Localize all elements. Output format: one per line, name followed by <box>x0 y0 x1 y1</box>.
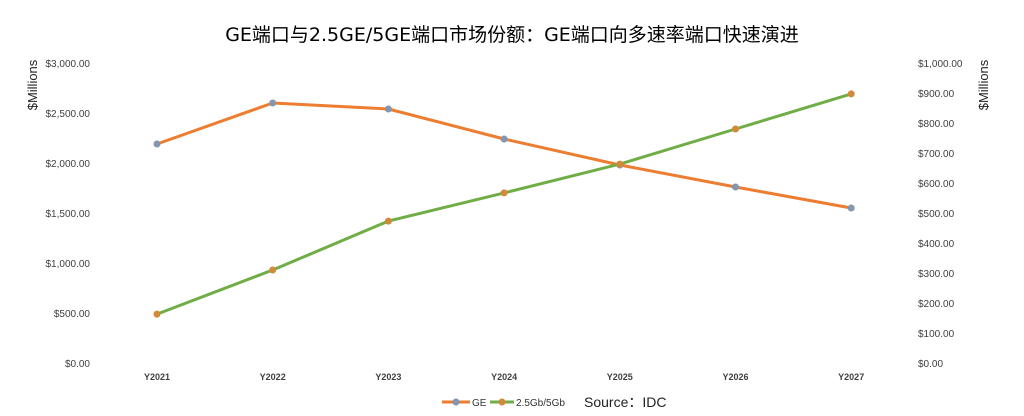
y2-tick-label: $500.00 <box>918 209 955 220</box>
y2-tick-label: $900.00 <box>918 89 955 100</box>
data-point <box>153 140 161 148</box>
x-tick-label: Y2027 <box>838 372 864 382</box>
x-tick-label: Y2021 <box>144 372 170 382</box>
data-point <box>847 90 855 98</box>
legend-ge: GE <box>472 398 487 409</box>
data-point <box>500 135 508 143</box>
x-tick-label: Y2026 <box>722 372 748 382</box>
x-tick-label: Y2025 <box>607 372 633 382</box>
chart-title: GE端口与2.5GE/5GE端口市场份额：GE端口向多速率端口快速演进 <box>225 24 799 46</box>
data-point <box>384 217 392 225</box>
data-point <box>500 189 508 197</box>
y2-tick-label: $0.00 <box>918 359 943 370</box>
data-point <box>847 204 855 212</box>
y2-tick-label: $700.00 <box>918 149 955 160</box>
data-point <box>269 99 277 107</box>
y-tick-label: $3,000.00 <box>46 59 91 70</box>
data-point <box>732 183 739 191</box>
x-tick-label: Y2022 <box>260 372 286 382</box>
y2-tick-label: $1,000.00 <box>918 59 963 70</box>
legend-25g-5g: 2.5Gb/5Gb <box>516 398 565 409</box>
y-tick-label: $0.00 <box>65 359 90 370</box>
y2-tick-label: $300.00 <box>918 269 955 280</box>
data-point <box>269 266 277 274</box>
y-tick-label: $1,000.00 <box>46 259 91 270</box>
legend-marker-ge <box>452 398 460 406</box>
data-point <box>153 310 161 318</box>
legend-marker-25g <box>498 398 506 406</box>
data-point <box>384 105 392 113</box>
y2-tick-label: $400.00 <box>918 239 955 250</box>
y2-tick-label: $200.00 <box>918 299 955 310</box>
y-tick-label: $500.00 <box>54 309 91 320</box>
y2-axis-label: $Millions <box>976 59 991 110</box>
data-point <box>616 160 624 168</box>
y-tick-label: $2,500.00 <box>46 109 91 120</box>
data-point <box>732 125 739 133</box>
source-note: Source：IDC <box>584 394 666 410</box>
x-tick-label: Y2023 <box>375 372 401 382</box>
y2-tick-label: $800.00 <box>918 119 955 130</box>
series-line-1 <box>156 92 852 316</box>
y2-tick-label: $600.00 <box>918 179 955 190</box>
y2-tick-label: $100.00 <box>918 329 955 340</box>
y-axis-label: $Millions <box>25 59 40 110</box>
y-tick-label: $2,000.00 <box>46 159 91 170</box>
y-tick-label: $1,500.00 <box>46 209 91 220</box>
x-tick-label: Y2024 <box>491 372 517 382</box>
legend: GE 2.5Gb/5Gb Source：IDC <box>442 394 666 410</box>
